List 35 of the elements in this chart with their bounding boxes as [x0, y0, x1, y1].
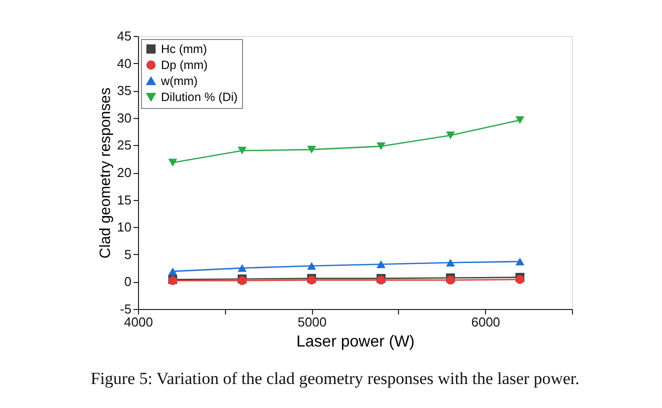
- point: [515, 275, 524, 284]
- y-axis-title: Clad geometry responses: [97, 88, 114, 258]
- y-tick-label: 25: [117, 138, 132, 153]
- point: [515, 116, 524, 124]
- y-tick-label: -5: [120, 302, 132, 316]
- y-tick-label: 10: [117, 220, 132, 235]
- y-tick-label: 45: [117, 28, 132, 44]
- point: [238, 264, 247, 272]
- x-axis-title: Laser power (W): [296, 334, 415, 350]
- point: [307, 262, 316, 270]
- point: [238, 146, 247, 155]
- point: [376, 260, 386, 268]
- legend-label: Dilution % (Di): [161, 90, 238, 104]
- x-tick-label: 5000: [298, 314, 327, 330]
- legend-label: w(mm): [160, 74, 198, 88]
- point: [376, 142, 386, 150]
- y-tick-label: 35: [117, 83, 132, 98]
- y-tick-label: 15: [117, 192, 132, 208]
- caption: Figure 5: Variation of the clad geometry responses with the laser power.: [90, 369, 580, 388]
- x-tick-label: 6000: [471, 314, 500, 330]
- point: [446, 132, 455, 140]
- y-tick-label: 0: [124, 274, 132, 290]
- legend-label: Dp (mm): [161, 58, 208, 72]
- y-tick-label: 30: [117, 110, 132, 126]
- point: [168, 267, 178, 276]
- x-tick-label: 4000: [124, 314, 153, 330]
- legend-label: Hc (mm): [161, 42, 207, 56]
- y-tick-label: 20: [117, 165, 132, 180]
- point: [446, 258, 455, 266]
- point: [446, 276, 455, 285]
- point: [168, 158, 178, 167]
- point: [515, 258, 524, 266]
- point: [307, 146, 316, 154]
- y-tick-label: 40: [117, 56, 132, 71]
- y-tick-label: 5: [124, 246, 132, 262]
